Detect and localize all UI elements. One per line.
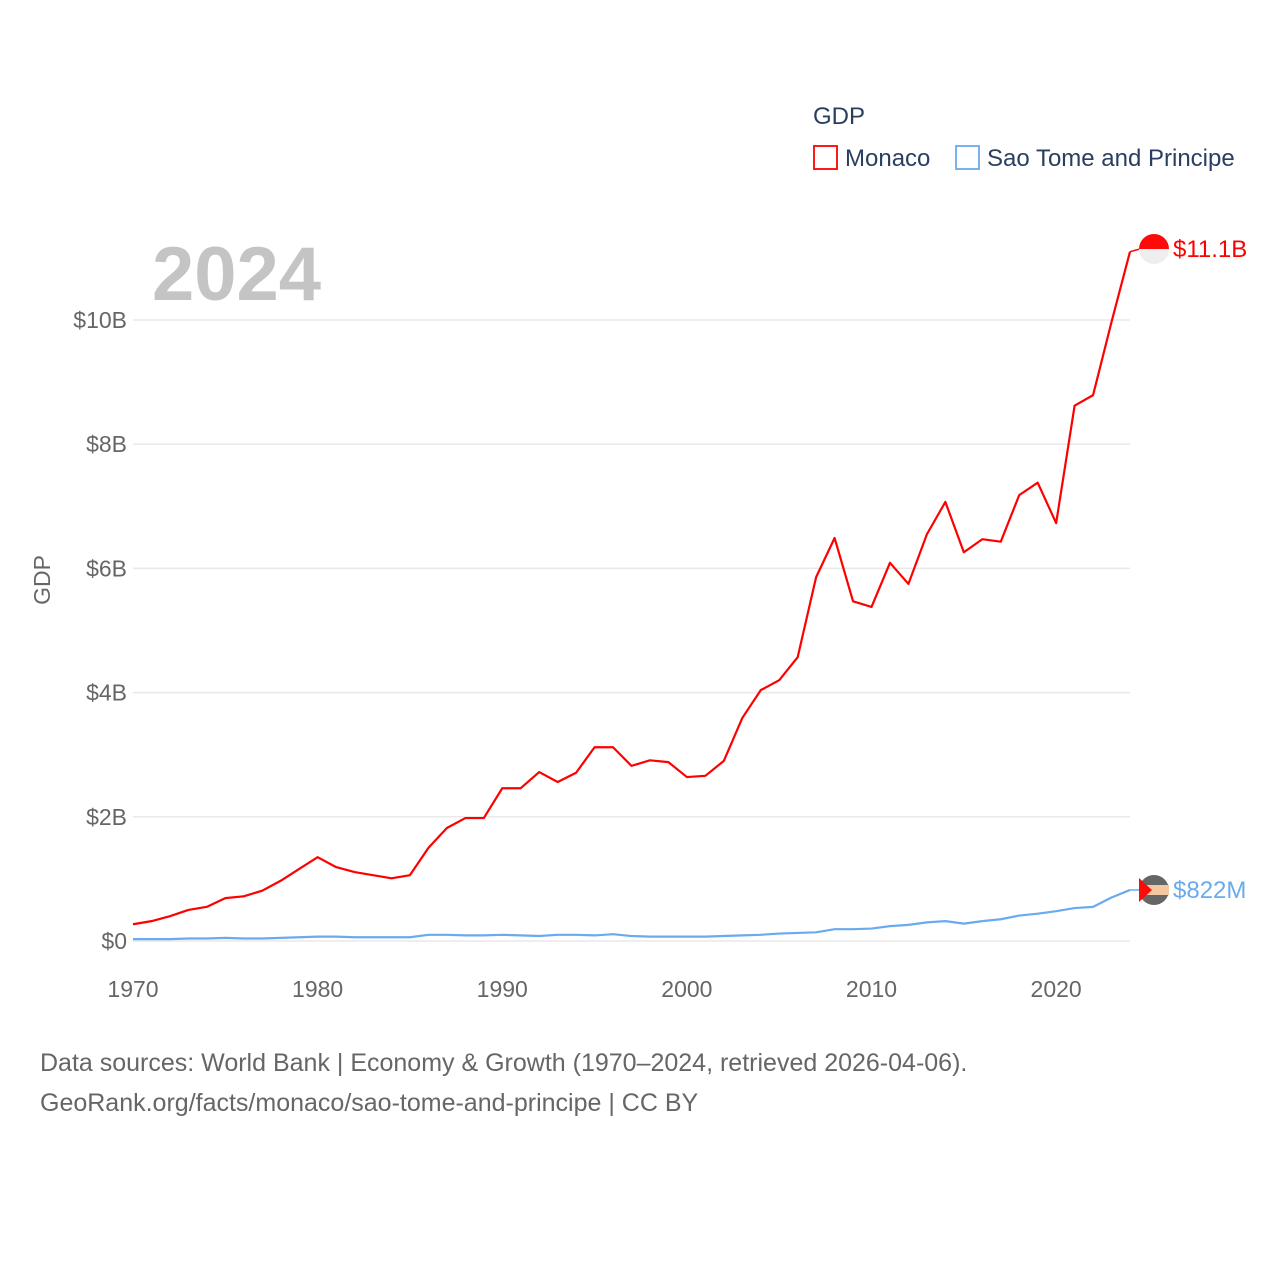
- legend-title: GDP: [813, 103, 865, 130]
- footer: Data sources: World Bank | Economy & Gro…: [40, 1043, 967, 1123]
- x-tick-label: 1990: [477, 976, 528, 1002]
- x-tick-label: 2010: [846, 976, 897, 1002]
- legend-item-label: Sao Tome and Principe: [987, 145, 1235, 172]
- legend-swatch: [813, 145, 838, 170]
- series-line-sao-tome-and-principe: [133, 888, 1131, 941]
- end-value-label: $822M: [1173, 877, 1246, 904]
- x-tick-label: 2020: [1031, 976, 1082, 1002]
- y-tick-label: $6B: [86, 555, 127, 581]
- y-tick-label: $8B: [86, 431, 127, 457]
- end-value-label: $11.1B: [1173, 236, 1247, 263]
- x-tick-label: 1980: [292, 976, 343, 1002]
- end-connector: [1129, 248, 1141, 253]
- y-axis-label: GDP: [29, 555, 55, 605]
- x-tick-label: 1970: [107, 976, 158, 1002]
- sao-tome-flag-band: [1139, 885, 1169, 895]
- data-sources-text: Data sources: World Bank | Economy & Gro…: [40, 1049, 968, 1077]
- monaco-flag-red-half: [1139, 234, 1169, 249]
- y-tick-label: $4B: [86, 680, 127, 706]
- sao-tome-flag-triangle: [1139, 878, 1152, 902]
- y-tick-label: $10B: [73, 307, 127, 333]
- year-label: 2024: [152, 232, 321, 317]
- y-tick-label: $0: [101, 928, 127, 954]
- x-tick-label: 2000: [661, 976, 712, 1002]
- series-line-monaco: [132, 251, 1132, 926]
- legend-item-label: Monaco: [845, 145, 930, 172]
- legend-swatch: [955, 145, 980, 170]
- y-tick-label: $2B: [86, 804, 127, 830]
- source-link[interactable]: GeoRank.org/facts/monaco/sao-tome-and-pr…: [40, 1089, 699, 1117]
